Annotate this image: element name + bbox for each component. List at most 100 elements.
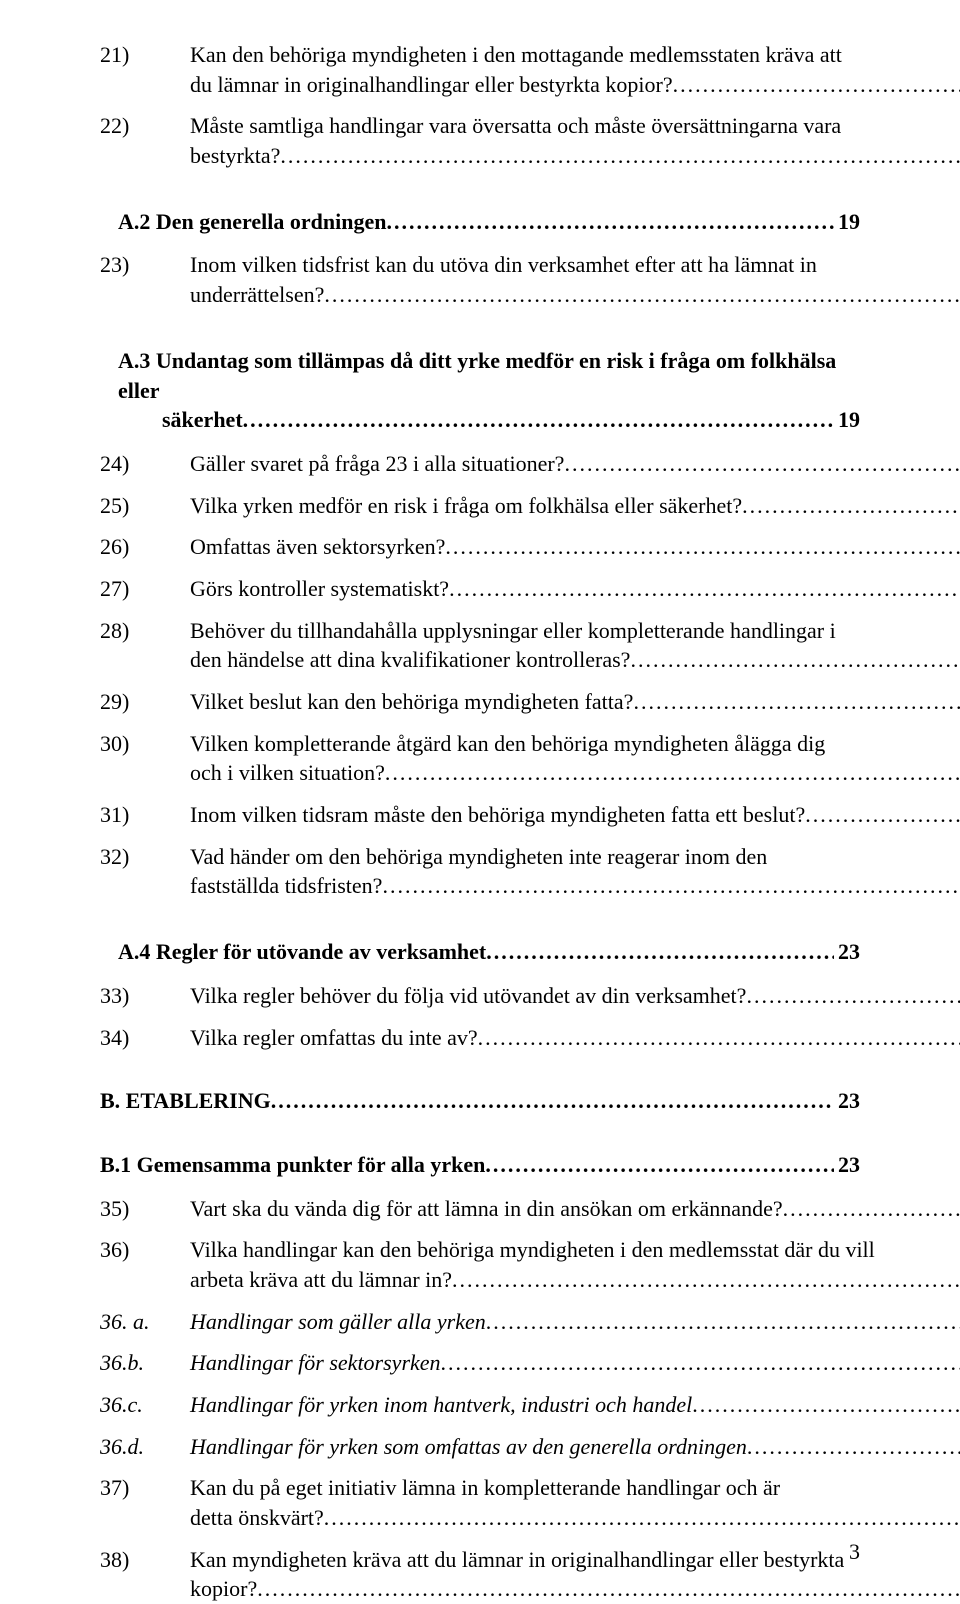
toc-entry-body: Vilka yrken medför en risk i fråga om fo… [190,491,960,521]
table-of-contents: 21)Kan den behöriga myndigheten i den mo… [100,40,860,1604]
toc-entry-first-line: 27)Görs kontroller systematiskt?20 [100,574,860,604]
toc-subentry: 36.b.Handlingar för sektorsyrken25 [100,1348,860,1378]
dot-leader [324,280,960,310]
toc-subentry: 36.c.Handlingar för yrken inom hantverk,… [100,1390,860,1420]
toc-subheading: B.1 Gemensamma punkter för alla yrken23 [100,1150,860,1180]
toc-heading: A.3 Undantag som tillämpas då ditt yrke … [100,346,860,435]
toc-text: B. ETABLERING [100,1086,271,1116]
toc-entry-text-line: Inom vilken tidsfrist kan du utöva din v… [190,250,960,280]
toc-entry: 21)Kan den behöriga myndigheten i den mo… [100,40,860,99]
toc-entry: 37)Kan du på eget initiativ lämna in kom… [100,1473,860,1532]
dot-leader [486,937,834,967]
toc-text: Vart ska du vända dig för att lämna in d… [190,1194,783,1224]
dot-leader [633,687,960,717]
toc-entry-first-line: 37)Kan du på eget initiativ lämna in kom… [100,1473,860,1532]
toc-entry: 30)Vilken kompletterande åtgärd kan den … [100,729,860,788]
toc-line: Gäller svaret på fråga 23 i alla situati… [190,449,960,479]
toc-entry-body: Vilka regler omfattas du inte av?23 [190,1023,960,1053]
toc-entry-text-line: Kan du på eget initiativ lämna in komple… [190,1473,960,1503]
toc-entry-number: 24) [100,449,190,479]
toc-entry-first-line: 22)Måste samtliga handlingar vara översa… [100,111,860,170]
toc-heading: A.4 Regler för utövande av verksamhet23 [100,937,860,967]
toc-line: bestyrkta?19 [190,141,960,171]
toc-entry-first-line: 29)Vilket beslut kan den behöriga myndig… [100,687,860,717]
toc-subentry-body: Handlingar för sektorsyrken25 [190,1348,960,1378]
toc-text: bestyrkta? [190,141,280,171]
toc-subentry: 36. a.Handlingar som gäller alla yrken24 [100,1307,860,1337]
toc-text: underrättelsen? [190,280,324,310]
toc-entry-number: 35) [100,1194,190,1224]
toc-entry-first-line: 26)Omfattas även sektorsyrken?20 [100,532,860,562]
toc-entry-body: Görs kontroller systematiskt?20 [190,574,960,604]
dot-leader [692,1390,960,1420]
dot-leader [280,141,960,171]
toc-entry: 26)Omfattas även sektorsyrken?20 [100,532,860,562]
toc-heading-continuation: säkerhet19 [118,405,860,435]
toc-entry-text-line: Kan myndigheten kräva att du lämnar in o… [190,1545,960,1575]
toc-subentry-line: 36.c.Handlingar för yrken inom hantverk,… [100,1390,860,1420]
toc-text: A.2 Den generella ordningen [118,207,386,237]
toc-line: kopior?26 [190,1574,960,1604]
toc-page: 19 [834,405,860,435]
dot-leader [257,1574,960,1604]
toc-subentry-body: Handlingar för yrken inom hantverk, indu… [190,1390,960,1420]
toc-page: 23 [834,1150,860,1180]
dot-leader [449,574,960,604]
dot-leader [673,70,960,100]
toc-subentry-number: 36.c. [100,1390,190,1420]
toc-entry-body: Vilket beslut kan den behöriga myndighet… [190,687,960,717]
dot-leader [243,405,834,435]
dot-leader [271,1086,834,1116]
toc-entry: 22)Måste samtliga handlingar vara översa… [100,111,860,170]
toc-subentry-line: 36. a.Handlingar som gäller alla yrken24 [100,1307,860,1337]
dot-leader [324,1503,960,1533]
dot-leader [747,1432,960,1462]
toc-text: Vilket beslut kan den behöriga myndighet… [190,687,633,717]
toc-line: Inom vilken tidsram måste den behöriga m… [190,800,960,830]
toc-entry-body: Kan den behöriga myndigheten i den motta… [190,40,960,99]
toc-line: Handlingar för yrken som omfattas av den… [190,1432,960,1462]
page-container: 21)Kan den behöriga myndigheten i den mo… [0,0,960,1597]
toc-entry: 24)Gäller svaret på fråga 23 i alla situ… [100,449,860,479]
toc-text: Görs kontroller systematiskt? [190,574,449,604]
toc-line: A.4 Regler för utövande av verksamhet23 [118,937,860,967]
toc-entry-body: Vad händer om den behöriga myndigheten i… [190,842,960,901]
toc-text: Handlingar för sektorsyrken [190,1348,441,1378]
toc-subentry-number: 36. a. [100,1307,190,1337]
dot-leader [783,1194,960,1224]
toc-entry-first-line: 34)Vilka regler omfattas du inte av?23 [100,1023,860,1053]
toc-line: Vilka yrken medför en risk i fråga om fo… [190,491,960,521]
toc-text: Vilka yrken medför en risk i fråga om fo… [190,491,742,521]
toc-text: du lämnar in originalhandlingar eller be… [190,70,673,100]
toc-page: 23 [834,1086,860,1116]
dot-leader [486,1307,960,1337]
toc-line: fastställda tidsfristen?22 [190,871,960,901]
page-number: 3 [849,1537,860,1567]
toc-entry-number: 34) [100,1023,190,1053]
toc-entry-number: 27) [100,574,190,604]
toc-entry-first-line: 21)Kan den behöriga myndigheten i den mo… [100,40,860,99]
toc-line: den händelse att dina kvalifikationer ko… [190,645,960,675]
dot-leader [742,491,960,521]
toc-entry-first-line: 23)Inom vilken tidsfrist kan du utöva di… [100,250,860,309]
toc-line: säkerhet19 [162,405,860,435]
toc-text: Inom vilken tidsram måste den behöriga m… [190,800,805,830]
dot-leader [564,449,960,479]
toc-text: kopior? [190,1574,257,1604]
toc-entry-body: Behöver du tillhandahålla upplysningar e… [190,616,960,675]
dot-leader [382,871,960,901]
dot-leader [478,1023,960,1053]
toc-text: A.4 Regler för utövande av verksamhet [118,937,486,967]
toc-subheading: B. ETABLERING 23 [100,1086,860,1116]
toc-entry: 38)Kan myndigheten kräva att du lämnar i… [100,1545,860,1604]
toc-entry-body: Kan myndigheten kräva att du lämnar in o… [190,1545,960,1604]
toc-entry-first-line: 38)Kan myndigheten kräva att du lämnar i… [100,1545,860,1604]
toc-entry-first-line: 25)Vilka yrken medför en risk i fråga om… [100,491,860,521]
toc-text: den händelse att dina kvalifikationer ko… [190,645,630,675]
toc-line: Handlingar som gäller alla yrken24 [190,1307,960,1337]
toc-entry-number: 37) [100,1473,190,1532]
toc-entry: 32)Vad händer om den behöriga myndighete… [100,842,860,901]
dot-leader [445,532,960,562]
toc-line: Görs kontroller systematiskt?20 [190,574,960,604]
toc-line: Vart ska du vända dig för att lämna in d… [190,1194,960,1224]
